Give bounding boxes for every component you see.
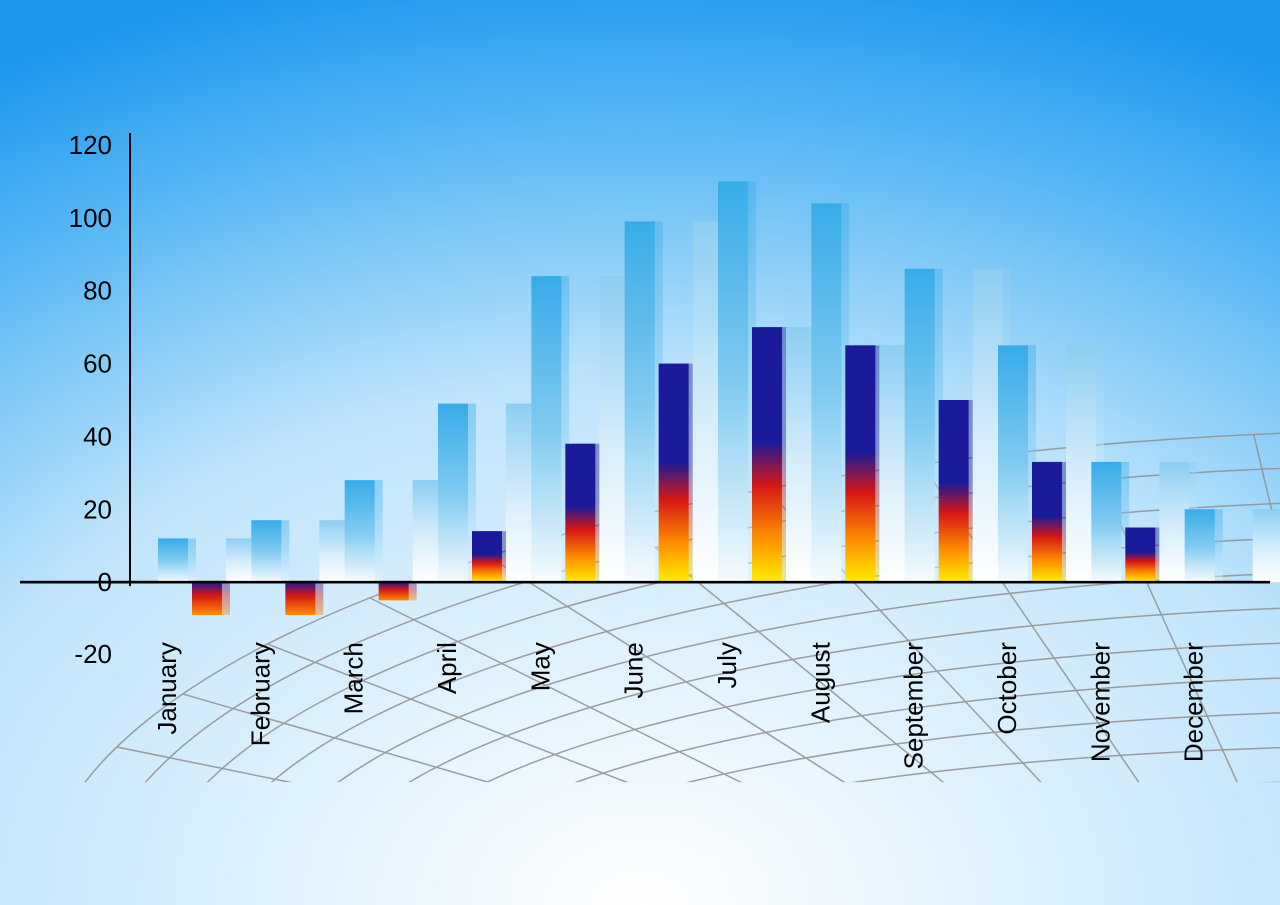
bar-series-a — [158, 538, 188, 582]
bar-series-a — [998, 345, 1028, 582]
bar-series-b — [472, 531, 502, 582]
bar-series-a — [1091, 462, 1121, 582]
bar-series-b — [1032, 462, 1062, 582]
bar-series-b — [1125, 528, 1155, 583]
x-category-label: July — [712, 642, 742, 688]
bar-series-b — [659, 364, 689, 583]
y-tick-label: -20 — [74, 639, 112, 669]
x-category-label: March — [339, 642, 369, 714]
bar-series-b — [285, 582, 315, 615]
y-tick-label: 40 — [83, 421, 112, 451]
x-category-label: February — [245, 642, 275, 746]
bar-series-a — [625, 222, 655, 583]
x-category-label: September — [899, 642, 929, 770]
y-tick-label: 80 — [83, 276, 112, 306]
x-category-label: April — [432, 642, 462, 694]
y-tick-label: 20 — [83, 494, 112, 524]
bar-series-b — [192, 582, 222, 615]
y-tick-label: 60 — [83, 349, 112, 379]
bar-series-b — [845, 345, 875, 582]
bar-series-b — [939, 400, 969, 582]
bar-series-a — [718, 181, 748, 582]
y-tick-label: 120 — [69, 130, 112, 160]
x-category-label: January — [152, 642, 182, 735]
bar-series-a — [1185, 509, 1215, 582]
bar-series-b — [565, 444, 595, 582]
bar-series-a — [438, 404, 468, 582]
monthly-bar-chart: -20020406080100120JanuaryFebruaryMarchAp… — [0, 0, 1280, 905]
bar-series-b — [379, 582, 409, 600]
x-category-label: May — [525, 642, 555, 691]
bar-series-a — [905, 269, 935, 582]
bar-series-a — [531, 276, 561, 582]
bar-series-a — [811, 203, 841, 582]
x-category-label: October — [992, 642, 1022, 735]
bar-series-a — [251, 520, 281, 582]
x-category-label: November — [1085, 642, 1115, 762]
bar-series-b — [752, 327, 782, 582]
chart-container: -20020406080100120JanuaryFebruaryMarchAp… — [0, 0, 1280, 905]
bar-series-a — [345, 480, 375, 582]
x-category-label: August — [805, 641, 835, 723]
y-tick-label: 100 — [69, 203, 112, 233]
bar-series-c — [1253, 509, 1280, 582]
x-category-label: December — [1179, 642, 1209, 762]
x-category-label: June — [619, 642, 649, 698]
